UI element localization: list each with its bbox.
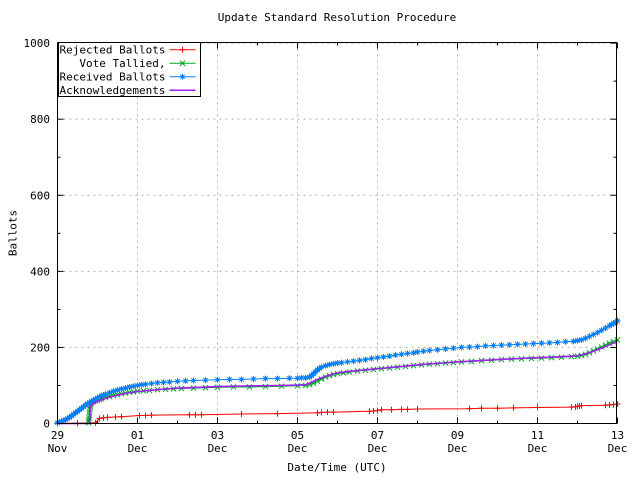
chart-title: Update Standard Resolution Procedure — [217, 11, 457, 24]
tick-marks — [57, 42, 618, 424]
y-tick-label: 600 — [30, 189, 50, 202]
y-tick-label: 0 — [43, 418, 50, 431]
legend-label: Received Ballots — [60, 70, 166, 83]
x-tick-label-day: 05 — [291, 429, 304, 442]
y-tick-label: 800 — [30, 113, 50, 126]
series-markers — [54, 317, 621, 426]
y-tick-labels: 0 200 400 600 800 1000 — [24, 37, 51, 430]
x-axis-label: Date/Time (UTC) — [287, 461, 387, 474]
legend-sample-marker — [179, 46, 186, 53]
gridlines — [57, 42, 617, 424]
x-tick-label-month: Dec — [288, 442, 308, 455]
x-tick-label-day: 11 — [531, 429, 544, 442]
x-tick-label-day: 07 — [371, 429, 384, 442]
legend-label: Rejected Ballots — [60, 43, 166, 56]
series-received-ballots — [54, 317, 621, 426]
x-tick-label-month: Dec — [608, 442, 628, 455]
x-tick-label-month: Dec — [368, 442, 388, 455]
legend-label: Acknowledgements — [60, 84, 166, 97]
plot-border — [57, 42, 617, 424]
y-tick-label: 200 — [30, 341, 50, 354]
x-tick-label-month: Dec — [208, 442, 228, 455]
x-tick-label-day: 01 — [131, 429, 144, 442]
x-tick-label-month: Dec — [528, 442, 548, 455]
x-tick-label-month: Dec — [128, 442, 148, 455]
x-tick-label-day: 13 — [611, 429, 624, 442]
legend-box — [58, 42, 201, 97]
series-acknowledgements — [57, 340, 618, 425]
legend-sample-marker — [179, 73, 186, 80]
y-tick-label: 400 — [30, 265, 50, 278]
x-tick-label-day: 29 — [51, 429, 64, 442]
x-tick-label-month: Nov — [48, 442, 68, 455]
y-axis-label: Ballots — [6, 209, 20, 257]
x-tick-label-month: Dec — [448, 442, 468, 455]
x-tick-label-day: 03 — [211, 429, 224, 442]
y-tick-label: 1000 — [24, 37, 51, 50]
legend-sample-marker — [179, 60, 186, 67]
x-tick-label-day: 09 — [451, 429, 464, 442]
legend-label: Vote Tallied, — [79, 57, 165, 70]
